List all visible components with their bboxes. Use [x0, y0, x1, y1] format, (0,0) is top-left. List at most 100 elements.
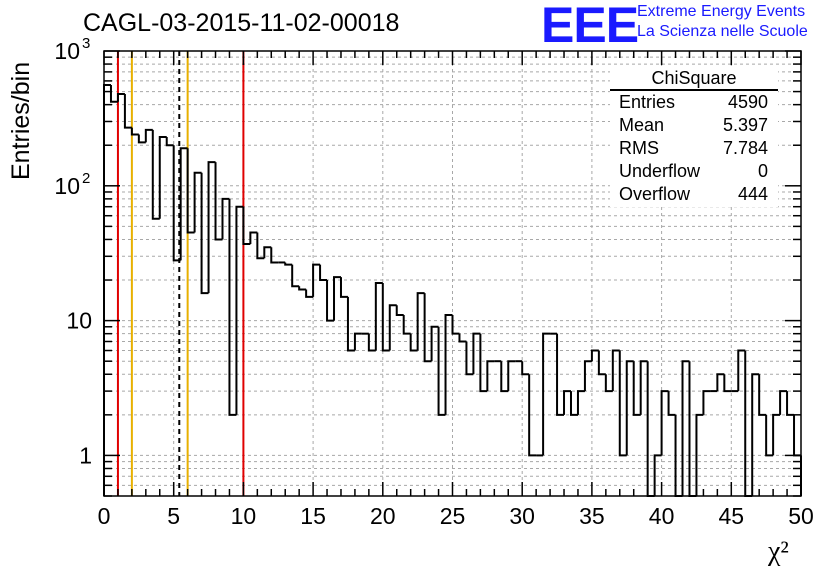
histogram-bin	[590, 349, 599, 362]
histogram-bin	[507, 360, 516, 392]
histogram-series	[103, 83, 802, 497]
histogram-bin	[625, 360, 634, 456]
histogram-bin	[486, 360, 495, 392]
histogram-bin	[367, 333, 376, 352]
histogram-bin	[556, 333, 565, 416]
histogram-bin	[751, 373, 760, 496]
stats-box: ChiSquare Entries 4590 Mean 5.397 RMS 7.…	[610, 67, 778, 207]
histogram-bin	[542, 332, 551, 456]
stats-value: 7.784	[722, 138, 768, 158]
histogram-bin	[583, 360, 592, 392]
histogram-bin	[235, 205, 244, 415]
histogram-bin	[521, 361, 530, 376]
histogram-bin	[284, 262, 293, 266]
y-axis-label: Entries/bin	[7, 61, 35, 180]
x-tick-label: 45	[719, 503, 745, 529]
histogram-bin	[472, 332, 481, 375]
stats-row-mean: Mean 5.397	[610, 114, 778, 137]
histogram-bin	[465, 341, 474, 376]
stats-label: RMS	[619, 138, 659, 158]
y-axis-label-wrap: Entries/bin	[0, 62, 40, 192]
histogram-bin	[576, 390, 585, 415]
histogram-bin	[395, 305, 404, 317]
x-tick-label: 5	[167, 503, 180, 529]
histogram-bin	[737, 349, 746, 392]
histogram-bin	[772, 413, 781, 456]
histogram-bin	[298, 286, 307, 291]
histogram-bin	[660, 390, 669, 456]
stats-row-underflow: Underflow 0	[610, 160, 778, 183]
stats-row-rms: RMS 7.784	[610, 137, 778, 160]
histogram-bin	[158, 136, 167, 219]
histogram-bin	[374, 282, 383, 351]
histogram-bin	[381, 283, 390, 352]
y-tick-label: 1	[79, 442, 92, 468]
stats-value: 5.397	[722, 115, 768, 135]
histogram-bin	[144, 128, 153, 143]
stats-row-entries: Entries 4590	[610, 91, 778, 114]
stats-value: 444	[737, 184, 768, 204]
histogram-bin	[702, 390, 711, 415]
histogram-bin	[758, 374, 767, 416]
stats-title: ChiSquare	[610, 67, 778, 91]
stats-value: 4590	[727, 92, 768, 112]
histogram-bin	[444, 314, 453, 415]
histogram-bin	[333, 276, 341, 321]
y-tick-exponent: 3	[82, 35, 90, 52]
y-tick-label: 10	[54, 38, 80, 64]
x-tick-label: 50	[788, 503, 814, 529]
histogram-bin	[597, 350, 606, 376]
stats-label: Mean	[619, 115, 665, 135]
histogram-bin	[423, 293, 432, 363]
x-tick-label: 10	[231, 503, 257, 529]
histogram-bin	[319, 264, 328, 282]
histogram-bin	[639, 360, 648, 415]
histogram-bin	[793, 414, 801, 457]
histogram-bin	[667, 391, 676, 416]
histogram-bin	[123, 93, 132, 129]
histogram-bin	[744, 350, 753, 497]
histogram-bin	[786, 391, 795, 416]
histogram-bin	[103, 83, 111, 496]
reference-lines	[116, 51, 245, 496]
histogram-bin	[353, 332, 362, 351]
x-tick-label: 0	[98, 503, 111, 529]
histogram-bin	[618, 350, 627, 457]
histogram-bin	[688, 361, 697, 497]
logo-line-2: La Scienza nelle Scuole	[637, 23, 808, 40]
x-tick-label: 25	[440, 503, 466, 529]
x-tick-label: 20	[370, 503, 396, 529]
histogram-bin	[305, 289, 314, 298]
histogram-bin	[165, 137, 174, 147]
histogram-bin	[632, 361, 641, 416]
histogram-bin	[214, 162, 223, 241]
x-tick-label: 40	[649, 503, 675, 529]
histogram-bin	[270, 247, 279, 264]
histogram-bin	[339, 277, 348, 298]
x-tick-label: 35	[579, 503, 605, 529]
histogram-bin	[437, 326, 446, 416]
histogram-bin	[116, 92, 125, 102]
histogram-bin	[151, 129, 160, 220]
histogram-bin	[416, 292, 425, 351]
histogram-bin	[228, 198, 237, 416]
histogram-bin	[256, 232, 265, 260]
histogram-bin	[109, 84, 118, 103]
histogram-bin	[130, 127, 139, 136]
histogram-bin	[563, 390, 571, 415]
histogram-bin	[402, 315, 411, 335]
histogram-bin	[179, 147, 188, 261]
histogram-bin	[172, 145, 181, 262]
y-tick-exponent: 2	[82, 170, 90, 187]
x-tick-label: 15	[300, 503, 326, 529]
logo-line-1: Extreme Energy Events	[637, 3, 806, 20]
histogram-bin	[193, 171, 202, 233]
histogram-bin	[207, 161, 216, 294]
axes	[103, 50, 802, 497]
histogram-bin	[500, 361, 509, 393]
histogram-bin	[430, 325, 439, 362]
histogram-bin	[646, 361, 655, 497]
y-tick-label: 10	[54, 173, 80, 199]
